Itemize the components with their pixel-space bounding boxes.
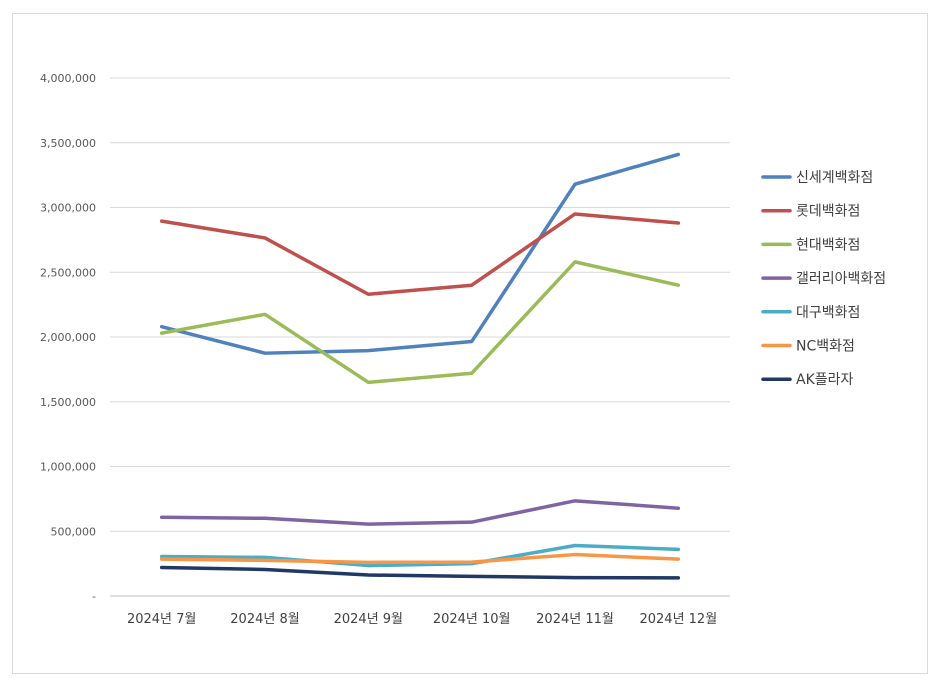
series-line-3 [159, 499, 681, 526]
y-tick-label: 500,000 [51, 525, 97, 538]
y-tick-label: - [92, 590, 96, 603]
legend-label: NC백화점 [796, 339, 855, 355]
series-line-2 [159, 260, 681, 385]
x-tick-label: 2024년 10월 [433, 612, 511, 627]
legend-label: 대구백화점 [796, 305, 860, 321]
y-tick-label: 2,500,000 [40, 266, 96, 279]
series-line-0 [159, 152, 681, 355]
series-line-1 [159, 212, 681, 297]
series-line-6 [159, 565, 681, 580]
x-tick-label: 2024년 12월 [639, 612, 717, 627]
y-tick-label: 1,000,000 [40, 461, 96, 474]
y-tick-label: 3,000,000 [40, 202, 96, 215]
x-tick-label: 2024년 8월 [230, 612, 299, 627]
legend-label: 신세계백화점 [796, 170, 873, 186]
y-tick-label: 2,000,000 [40, 331, 96, 344]
legend-label: 롯데백화점 [796, 204, 860, 220]
legend-label: 갤러리아백화점 [796, 271, 886, 287]
legend-label: AK플라자 [796, 372, 854, 388]
y-tick-label: 4,000,000 [40, 72, 96, 85]
legend-label: 현대백화점 [796, 237, 860, 253]
y-tick-label: 1,500,000 [40, 396, 96, 409]
x-tick-label: 2024년 7월 [127, 612, 196, 627]
y-tick-label: 3,500,000 [40, 137, 96, 150]
x-tick-label: 2024년 9월 [334, 612, 403, 627]
series-line-4 [159, 543, 681, 568]
x-tick-label: 2024년 11월 [536, 612, 614, 627]
series-line-5 [159, 552, 681, 565]
